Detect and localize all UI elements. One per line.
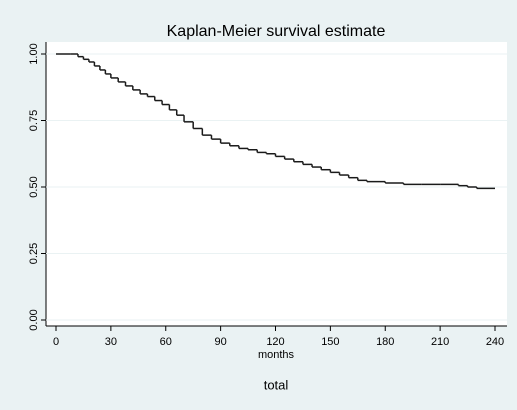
x-axis-label: months (258, 349, 295, 361)
y-tick-label: 0.25 (28, 243, 40, 264)
chart-title: Kaplan-Meier survival estimate (167, 23, 386, 40)
x-tick-label: 60 (160, 336, 172, 348)
y-tick-label: 0.75 (28, 110, 40, 131)
x-tick-label: 120 (266, 336, 284, 348)
x-tick-label: 210 (431, 336, 449, 348)
x-tick-label: 150 (321, 336, 339, 348)
x-tick-label: 240 (486, 336, 504, 348)
legend-label: total (264, 377, 289, 392)
x-tick-label: 180 (376, 336, 394, 348)
x-tick-label: 90 (215, 336, 227, 348)
x-tick-label: 0 (53, 336, 59, 348)
y-tick-label: 1.00 (28, 43, 40, 64)
x-tick-label: 30 (105, 336, 117, 348)
y-tick-label: 0.50 (28, 176, 40, 197)
y-tick-label: 0.00 (28, 309, 40, 330)
